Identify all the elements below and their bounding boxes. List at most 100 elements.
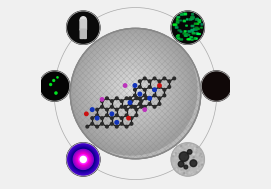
- Circle shape: [78, 154, 89, 165]
- Circle shape: [71, 148, 95, 171]
- Circle shape: [168, 80, 171, 83]
- FancyBboxPatch shape: [192, 33, 195, 34]
- Circle shape: [74, 150, 93, 169]
- Circle shape: [143, 94, 146, 97]
- Circle shape: [190, 171, 191, 172]
- Circle shape: [135, 97, 138, 100]
- Circle shape: [53, 80, 55, 81]
- FancyBboxPatch shape: [191, 29, 194, 31]
- Circle shape: [199, 155, 200, 156]
- Circle shape: [67, 143, 100, 176]
- FancyBboxPatch shape: [176, 19, 178, 20]
- Circle shape: [191, 143, 192, 144]
- FancyBboxPatch shape: [178, 35, 179, 36]
- Circle shape: [176, 154, 177, 156]
- Circle shape: [148, 96, 151, 100]
- Circle shape: [178, 161, 184, 167]
- Circle shape: [120, 117, 123, 119]
- FancyBboxPatch shape: [173, 25, 176, 26]
- Circle shape: [107, 65, 157, 115]
- FancyBboxPatch shape: [191, 18, 193, 19]
- FancyBboxPatch shape: [180, 14, 183, 15]
- FancyBboxPatch shape: [197, 28, 199, 29]
- Circle shape: [180, 152, 181, 153]
- FancyBboxPatch shape: [197, 23, 199, 24]
- Circle shape: [89, 47, 174, 132]
- Circle shape: [195, 166, 196, 167]
- Circle shape: [181, 146, 182, 147]
- Circle shape: [177, 168, 178, 169]
- Circle shape: [193, 164, 194, 165]
- FancyBboxPatch shape: [185, 35, 187, 36]
- FancyBboxPatch shape: [190, 37, 192, 38]
- Circle shape: [91, 117, 93, 119]
- Circle shape: [194, 156, 195, 157]
- Circle shape: [158, 80, 161, 83]
- FancyBboxPatch shape: [195, 27, 198, 29]
- Circle shape: [187, 160, 188, 161]
- Circle shape: [84, 42, 179, 138]
- Circle shape: [77, 153, 89, 166]
- Circle shape: [158, 84, 161, 87]
- Circle shape: [91, 108, 94, 111]
- Circle shape: [181, 149, 182, 150]
- Circle shape: [184, 158, 185, 159]
- Circle shape: [201, 71, 232, 101]
- Circle shape: [129, 103, 131, 105]
- Circle shape: [133, 84, 137, 87]
- FancyBboxPatch shape: [183, 33, 185, 34]
- Circle shape: [181, 169, 182, 170]
- Circle shape: [199, 167, 200, 168]
- FancyBboxPatch shape: [194, 29, 197, 30]
- Circle shape: [69, 145, 98, 174]
- FancyBboxPatch shape: [196, 33, 198, 34]
- Circle shape: [163, 88, 166, 91]
- Circle shape: [124, 105, 127, 108]
- Circle shape: [187, 145, 188, 146]
- FancyBboxPatch shape: [180, 39, 182, 40]
- Circle shape: [122, 80, 141, 100]
- Circle shape: [182, 159, 183, 160]
- Circle shape: [83, 159, 84, 160]
- Circle shape: [79, 155, 88, 164]
- Circle shape: [184, 145, 185, 146]
- Circle shape: [183, 168, 185, 169]
- Circle shape: [177, 170, 178, 171]
- Circle shape: [101, 122, 103, 125]
- Circle shape: [145, 97, 147, 100]
- Circle shape: [189, 149, 190, 150]
- Circle shape: [81, 157, 86, 162]
- Circle shape: [79, 36, 185, 143]
- Circle shape: [171, 143, 204, 176]
- Circle shape: [115, 97, 118, 100]
- Circle shape: [76, 34, 187, 145]
- Circle shape: [189, 143, 190, 144]
- Circle shape: [67, 143, 99, 176]
- Circle shape: [68, 144, 98, 175]
- Circle shape: [183, 151, 184, 152]
- Circle shape: [183, 174, 184, 175]
- Circle shape: [75, 33, 188, 146]
- Circle shape: [143, 77, 146, 80]
- Circle shape: [201, 71, 232, 101]
- Circle shape: [73, 149, 93, 169]
- Circle shape: [184, 149, 185, 150]
- Circle shape: [187, 158, 188, 159]
- Circle shape: [199, 169, 200, 170]
- Circle shape: [187, 173, 188, 174]
- Circle shape: [95, 53, 169, 127]
- Circle shape: [196, 172, 198, 173]
- Circle shape: [67, 26, 196, 154]
- Circle shape: [98, 56, 165, 123]
- Circle shape: [176, 153, 177, 154]
- Circle shape: [188, 153, 189, 155]
- Circle shape: [130, 100, 133, 102]
- Circle shape: [193, 164, 194, 165]
- FancyBboxPatch shape: [196, 33, 198, 34]
- FancyBboxPatch shape: [192, 14, 193, 15]
- Circle shape: [86, 125, 89, 128]
- FancyBboxPatch shape: [184, 35, 186, 36]
- Circle shape: [183, 172, 184, 173]
- Circle shape: [67, 11, 100, 44]
- Circle shape: [196, 150, 197, 151]
